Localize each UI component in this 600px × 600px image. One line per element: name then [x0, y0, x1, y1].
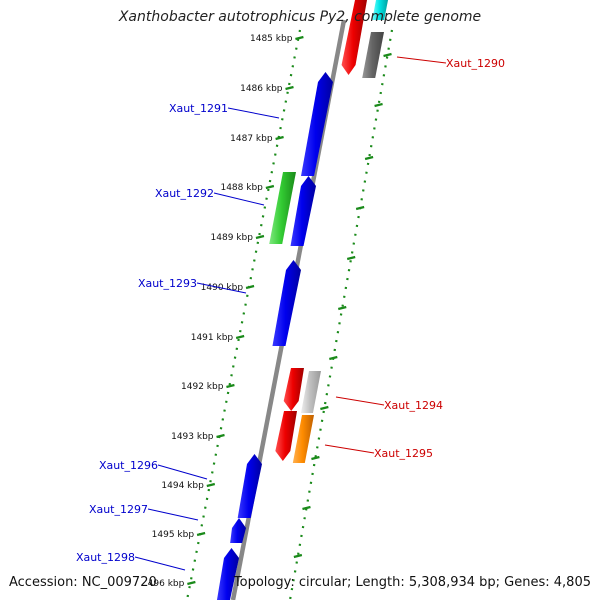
gene-label-right: Xaut_1294 — [384, 399, 443, 412]
gene-xaut-1292 — [269, 172, 296, 244]
gene-cyan-top — [372, 0, 388, 20]
gene-xaut-1292b — [290, 176, 316, 246]
tick-mark — [265, 184, 275, 190]
tick-mark — [226, 383, 235, 389]
tick-mark — [383, 52, 392, 58]
tick-mark — [329, 355, 338, 361]
tick-label: 1485 kbp — [250, 34, 293, 44]
gene-xaut-1296 — [237, 454, 262, 518]
leader-line — [227, 107, 280, 119]
tick-mark — [187, 580, 196, 586]
tick-mark — [285, 85, 294, 91]
gene-red-1294 — [283, 368, 304, 411]
tick-mark — [311, 455, 320, 461]
tick-mark — [346, 255, 356, 261]
right-dotted-track — [288, 29, 394, 600]
tick-mark — [275, 135, 284, 141]
tick-mark — [245, 284, 255, 290]
gene-xaut-1297 — [230, 518, 246, 543]
tick-label: 1489 kbp — [211, 233, 254, 243]
tick-mark — [196, 531, 206, 537]
tick-group: 1485 kbp 1486 kbp 1487 kbp 1488 kbp 1489 kbp… — [148, 34, 392, 589]
gene-label-right: Xaut_1295 — [374, 447, 433, 460]
gene-xaut-1293 — [272, 260, 301, 346]
leader-line — [335, 396, 385, 406]
tick-label: 496 kbp — [148, 579, 185, 589]
map-title: Xanthobacter autotrophicus Py2, complete… — [118, 9, 482, 25]
tick-mark — [355, 205, 365, 211]
gene-labels: Xaut_1291 Xaut_1292 Xaut_1293 Xaut_1296 Xaut… — [76, 57, 505, 564]
gene-xaut-1294 — [300, 371, 321, 413]
gene-label-left: Xaut_1291 — [169, 102, 228, 115]
tick-label: 1493 kbp — [171, 432, 214, 442]
accession-text: Accession: NC_009720 — [9, 575, 157, 590]
gene-xaut-1298 — [216, 548, 239, 600]
gene-label-left: Xaut_1296 — [99, 459, 158, 472]
tick-mark — [374, 102, 383, 108]
tick-label: 1494 kbp — [161, 481, 204, 491]
tick-mark — [320, 405, 329, 411]
gene-label-left: Xaut_1293 — [138, 277, 197, 290]
tick-mark — [255, 234, 265, 240]
gene-label-right: Xaut_1290 — [446, 57, 505, 70]
gene-group — [216, 0, 388, 600]
tick-label: 1486 kbp — [240, 84, 283, 94]
gene-red-1295 — [275, 411, 297, 461]
topology-text: Topology: circular; Length: 5,308,934 bp… — [233, 575, 591, 590]
tick-mark — [337, 305, 347, 311]
tick-mark — [293, 553, 303, 559]
gene-xaut-1291 — [301, 72, 333, 176]
tick-mark — [235, 334, 245, 340]
gene-label-left: Xaut_1297 — [89, 503, 148, 516]
leader-line — [157, 464, 208, 480]
tick-label: 1487 kbp — [230, 134, 273, 144]
leader-lines — [134, 56, 447, 571]
leader-line — [324, 444, 375, 454]
gene-xaut-1295 — [292, 415, 314, 463]
gene-label-left: Xaut_1298 — [76, 551, 135, 564]
tick-label: 1491 kbp — [191, 333, 234, 343]
tick-mark — [302, 505, 311, 511]
tick-mark — [295, 35, 304, 41]
tick-label: 1488 kbp — [220, 183, 263, 193]
gene-label-left: Xaut_1292 — [155, 187, 214, 200]
tick-mark — [206, 482, 216, 488]
gene-xaut-1290 — [362, 32, 384, 78]
leader-line — [196, 282, 247, 294]
gene-red-top — [341, 0, 367, 75]
tick-label: 1492 kbp — [181, 382, 224, 392]
leader-line — [213, 192, 265, 206]
leader-line — [134, 556, 186, 571]
tick-mark — [364, 155, 374, 161]
tick-mark — [216, 433, 225, 439]
tick-label: 1495 kbp — [152, 530, 195, 540]
leader-line — [396, 56, 447, 64]
leader-line — [147, 508, 199, 521]
